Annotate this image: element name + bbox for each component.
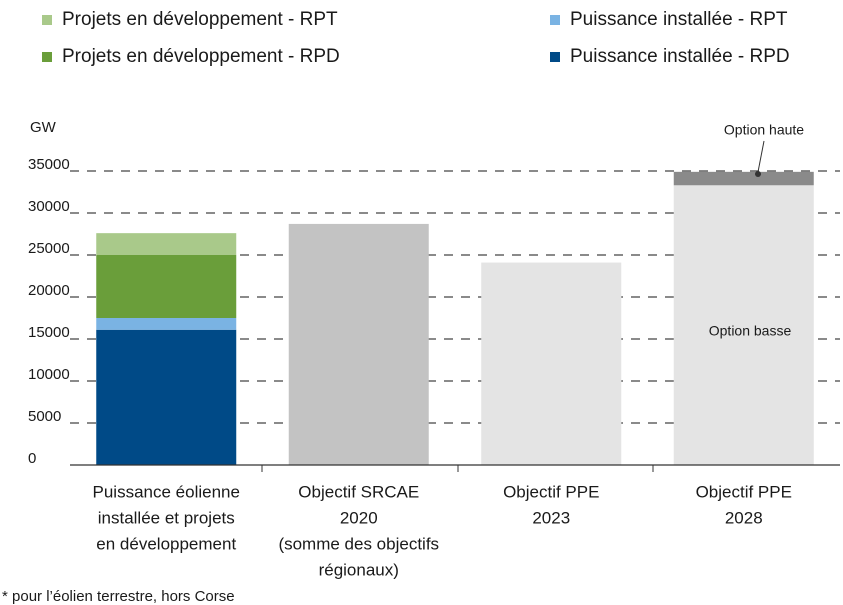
x-tick-label: 2020 (340, 508, 378, 527)
annotation: Option basse (709, 323, 792, 339)
bar-segment (481, 262, 622, 465)
bar-segment (96, 329, 237, 465)
x-tick-label: en développement (96, 534, 236, 553)
x-tick-label: 2028 (725, 508, 763, 527)
x-tick-label: régionaux) (319, 560, 399, 579)
x-tick-label: Objectif PPE (503, 482, 599, 501)
y-tick-label: 5000 (28, 408, 61, 425)
bar-segment (673, 171, 814, 186)
y-tick-label: 20000 (28, 282, 70, 299)
x-tick-label: (somme des objectifs (278, 534, 439, 553)
annotation-dot (755, 171, 761, 177)
x-tick-label: installée et projets (98, 508, 235, 527)
legend-label: Projets en développement - RPT (62, 9, 338, 30)
y-tick-label: 0 (28, 450, 36, 467)
x-tick-label: 2023 (532, 508, 570, 527)
legend-label: Puissance installée - RPD (570, 46, 790, 67)
y-tick-label: 35000 (28, 156, 70, 173)
x-axis-ticks (261, 465, 654, 472)
y-tick-label: 25000 (28, 240, 70, 257)
plot: 0 5000 10000 15000 20000 25000 30000 35000 Puiss… (28, 9, 840, 579)
bar-segment (288, 223, 429, 465)
annotation: Option haute (724, 122, 804, 138)
annotation-leader (757, 140, 765, 173)
y-axis-label: GW (30, 119, 57, 136)
legend-swatch (42, 15, 52, 25)
x-tick-label: Objectif SRCAE (298, 482, 419, 501)
x-tick-label: Objectif PPE (696, 482, 792, 501)
legend-label: Puissance installée - RPT (570, 9, 788, 30)
legend-swatch (42, 52, 52, 62)
x-tick-label: Puissance éolienne (93, 482, 240, 501)
legend-swatch (550, 52, 560, 62)
y-tick-label: 10000 (28, 366, 70, 383)
legend-swatch (550, 15, 560, 25)
bar-segment (96, 255, 237, 318)
footnote: * pour l’éolien terrestre, hors Corse (2, 588, 235, 605)
legend-label: Projets en développement - RPD (62, 46, 340, 67)
y-tick-label: 15000 (28, 324, 70, 341)
bar-segment (673, 185, 814, 465)
y-tick-label: 30000 (28, 198, 70, 215)
bar-segment (96, 318, 237, 330)
bar-segment (96, 233, 237, 255)
